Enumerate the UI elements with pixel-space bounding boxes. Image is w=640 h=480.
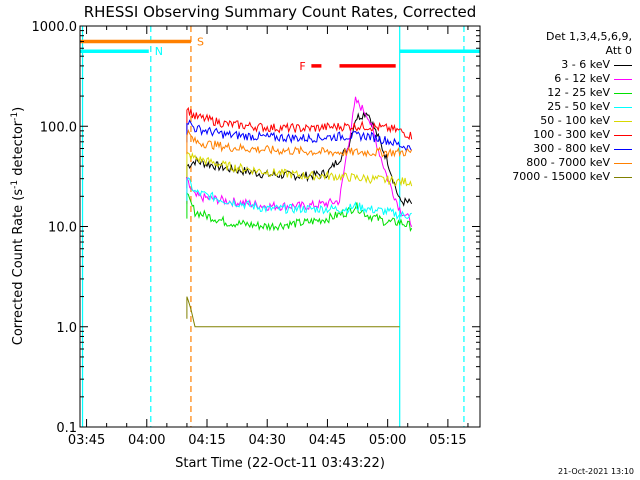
series-line-2 (186, 192, 413, 233)
legend-swatch (614, 78, 632, 80)
legend-entry: 50 - 100 keV (470, 114, 632, 128)
y-tick-label: 10.0 (48, 221, 77, 236)
legend-entry: 7000 - 15000 keV (470, 170, 632, 184)
legend-entry-label: 300 - 800 keV (533, 142, 610, 155)
legend-header-line-2: Att 0 (605, 44, 632, 57)
legend-swatch (614, 162, 632, 164)
legend-entry-label: 12 - 25 keV (547, 86, 610, 99)
legend-swatch (614, 64, 632, 66)
series-line-7 (186, 128, 413, 159)
state-bar-label-F: F (299, 60, 305, 73)
legend-entry-label: 50 - 100 keV (540, 114, 610, 127)
legend-entry-label: 6 - 12 keV (554, 72, 610, 85)
chart-title: RHESSI Observing Summary Count Rates, Co… (84, 3, 477, 21)
state-bar-label-S: S (197, 36, 204, 49)
legend-entry: 300 - 800 keV (470, 142, 632, 156)
legend-swatch (614, 92, 632, 94)
legend-header-line-1: Det 1,3,4,5,6,9, (545, 30, 632, 43)
series-line-8 (186, 296, 400, 328)
legend: Det 1,3,4,5,6,9, Att 0 3 - 6 keV 6 - 12 k… (470, 30, 632, 184)
legend-swatch (614, 106, 632, 108)
y-tick-label: 1.0 (56, 321, 77, 336)
y-tick-label: 1000.0 (32, 20, 78, 35)
series-line-0 (186, 110, 413, 207)
legend-swatch (614, 176, 632, 178)
series-line-5 (186, 106, 413, 141)
legend-entry: 100 - 300 keV (470, 128, 632, 142)
y-tick-label: 100.0 (40, 120, 77, 135)
series-line-3 (186, 177, 412, 221)
legend-swatch (614, 134, 632, 136)
legend-entry: 3 - 6 keV (470, 58, 632, 72)
x-tick-label: 03:45 (68, 433, 105, 448)
series-line-4 (186, 151, 413, 187)
x-tick-label: 04:30 (248, 433, 285, 448)
legend-entry: 6 - 12 keV (470, 72, 632, 86)
legend-entry-label: 3 - 6 keV (561, 58, 610, 71)
legend-entry-label: 100 - 300 keV (533, 128, 610, 141)
legend-entry-label: 800 - 7000 keV (526, 156, 610, 169)
legend-entry-label: 7000 - 15000 keV (512, 170, 610, 183)
legend-swatch (614, 148, 632, 150)
x-tick-label: 05:15 (429, 433, 466, 448)
legend-entry: 25 - 50 keV (470, 100, 632, 114)
x-tick-label: 04:15 (188, 433, 225, 448)
legend-swatch (614, 120, 632, 122)
state-bar-label-N: N (155, 45, 163, 58)
series-line-1 (186, 96, 413, 228)
y-tick-label: 0.1 (56, 421, 77, 436)
x-tick-label: 04:45 (309, 433, 346, 448)
x-tick-label: 04:00 (128, 433, 165, 448)
timestamp-stamp: 21-Oct-2021 13:10 (558, 467, 634, 476)
legend-entry-label: 25 - 50 keV (547, 100, 610, 113)
legend-entry: 800 - 7000 keV (470, 156, 632, 170)
series-line-6 (186, 119, 413, 153)
y-axis-label: Corrected Count Rate (s-1 detector-1) (10, 107, 26, 345)
x-axis-label: Start Time (22-Oct-11 03:43:22) (175, 456, 385, 471)
x-tick-label: 05:00 (369, 433, 406, 448)
plot-frame (79, 25, 481, 428)
legend-entry: 12 - 25 keV (470, 86, 632, 100)
